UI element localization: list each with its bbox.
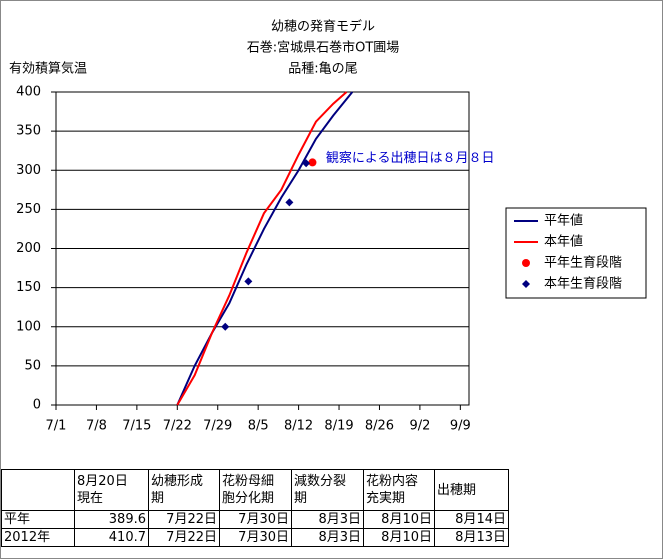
y-tick-label: 400: [16, 85, 41, 100]
table-cell: 7月30日: [219, 510, 292, 529]
y-tick-label: 200: [16, 241, 41, 256]
legend-box: [505, 207, 647, 299]
legend-label: 本年生育段階: [544, 276, 622, 292]
series-line: [176, 91, 354, 406]
x-tick-label: 8/12: [284, 419, 313, 434]
x-tick-label: 7/15: [122, 419, 151, 434]
table-row: 8月20日 現在 幼穂形成 期花粉母細 胞分化期 減数分裂 期花粉内容 充実期 出穂期: [1, 469, 509, 511]
data-point: [302, 159, 311, 168]
data-point: [244, 277, 253, 286]
series-line: [176, 91, 348, 406]
table-cell: 389.6: [74, 510, 149, 529]
table-cell: 8月20日 現在: [74, 469, 149, 511]
x-tick-label: 7/1: [46, 419, 67, 434]
legend-swatch: [522, 259, 530, 267]
chart-subtitle: 石巻:宮城県石巻市OT圃場: [247, 40, 400, 56]
y-tick-label: 300: [16, 163, 41, 178]
table-cell: 7月22日: [148, 510, 220, 529]
data-point: [308, 158, 317, 167]
x-tick-label: 7/8: [86, 419, 107, 434]
legend-swatch: [522, 280, 530, 288]
chart-subtitle: 品種:亀の尾: [288, 61, 357, 77]
legend-label: 平年値: [544, 213, 583, 229]
table-cell: 8月14日: [434, 510, 509, 529]
x-tick-label: 8/19: [324, 419, 353, 434]
x-tick-label: 8/5: [248, 419, 269, 434]
table-row: 2012年 410.7 7月22日 7月30日 8月3日 8月10日 8月13日: [1, 528, 509, 547]
y-tick-label: 150: [16, 280, 41, 295]
data-table: 8月20日 現在 幼穂形成 期花粉母細 胞分化期 減数分裂 期花粉内容 充実期 出穂期…: [1, 469, 509, 547]
table-cell: 減数分裂 期: [291, 469, 364, 511]
chart-title: 幼穂の発育モデル: [271, 19, 375, 35]
table-cell: 410.7: [74, 528, 149, 547]
x-tick-label: 9/2: [409, 419, 430, 434]
table-cell: 平年: [1, 510, 75, 529]
x-tick-label: 7/29: [203, 419, 232, 434]
table-cell: 7月30日: [219, 528, 292, 547]
y-tick-label: 100: [16, 319, 41, 334]
table-cell: [1, 469, 75, 511]
table-cell: 幼穂形成 期: [148, 469, 220, 511]
y-tick-label: 50: [24, 358, 41, 373]
y-tick-label: 250: [16, 202, 41, 217]
table-cell: 7月22日: [148, 528, 220, 547]
table-cell: 8月3日: [291, 510, 364, 529]
data-point: [285, 198, 294, 207]
table-cell: 8月10日: [363, 510, 435, 529]
annotation: 観察による出穂日は８月８日: [326, 151, 495, 166]
legend-label: 平年生育段階: [544, 255, 622, 271]
chart: 幼穂の発育モデル 石巻:宮城県石巻市OT圃場 品種:亀の尾 有効積算気温 0 50…: [9, 19, 647, 434]
x-tick-label: 7/22: [163, 419, 192, 434]
y-tick-label: 350: [16, 124, 41, 139]
table-cell: 花粉内容 充実期: [363, 469, 435, 511]
x-tick-label: 8/26: [365, 419, 394, 434]
table-cell: 8月3日: [291, 528, 364, 547]
table-cell: 2012年: [1, 528, 75, 547]
data-point: [221, 322, 230, 331]
y-tick-label: 0: [33, 398, 41, 413]
table-cell: 8月10日: [363, 528, 435, 547]
y-axis-label: 有効積算気温: [9, 61, 87, 77]
x-tick-label: 9/9: [450, 419, 471, 434]
legend-label: 本年値: [544, 234, 583, 250]
table-cell: 出穂期: [434, 469, 509, 511]
table-cell: 8月13日: [434, 528, 509, 547]
table-row: 平年 389.6 7月22日 7月30日 8月3日 8月10日 8月14日: [1, 510, 509, 529]
table-cell: 花粉母細 胞分化期: [219, 469, 292, 511]
